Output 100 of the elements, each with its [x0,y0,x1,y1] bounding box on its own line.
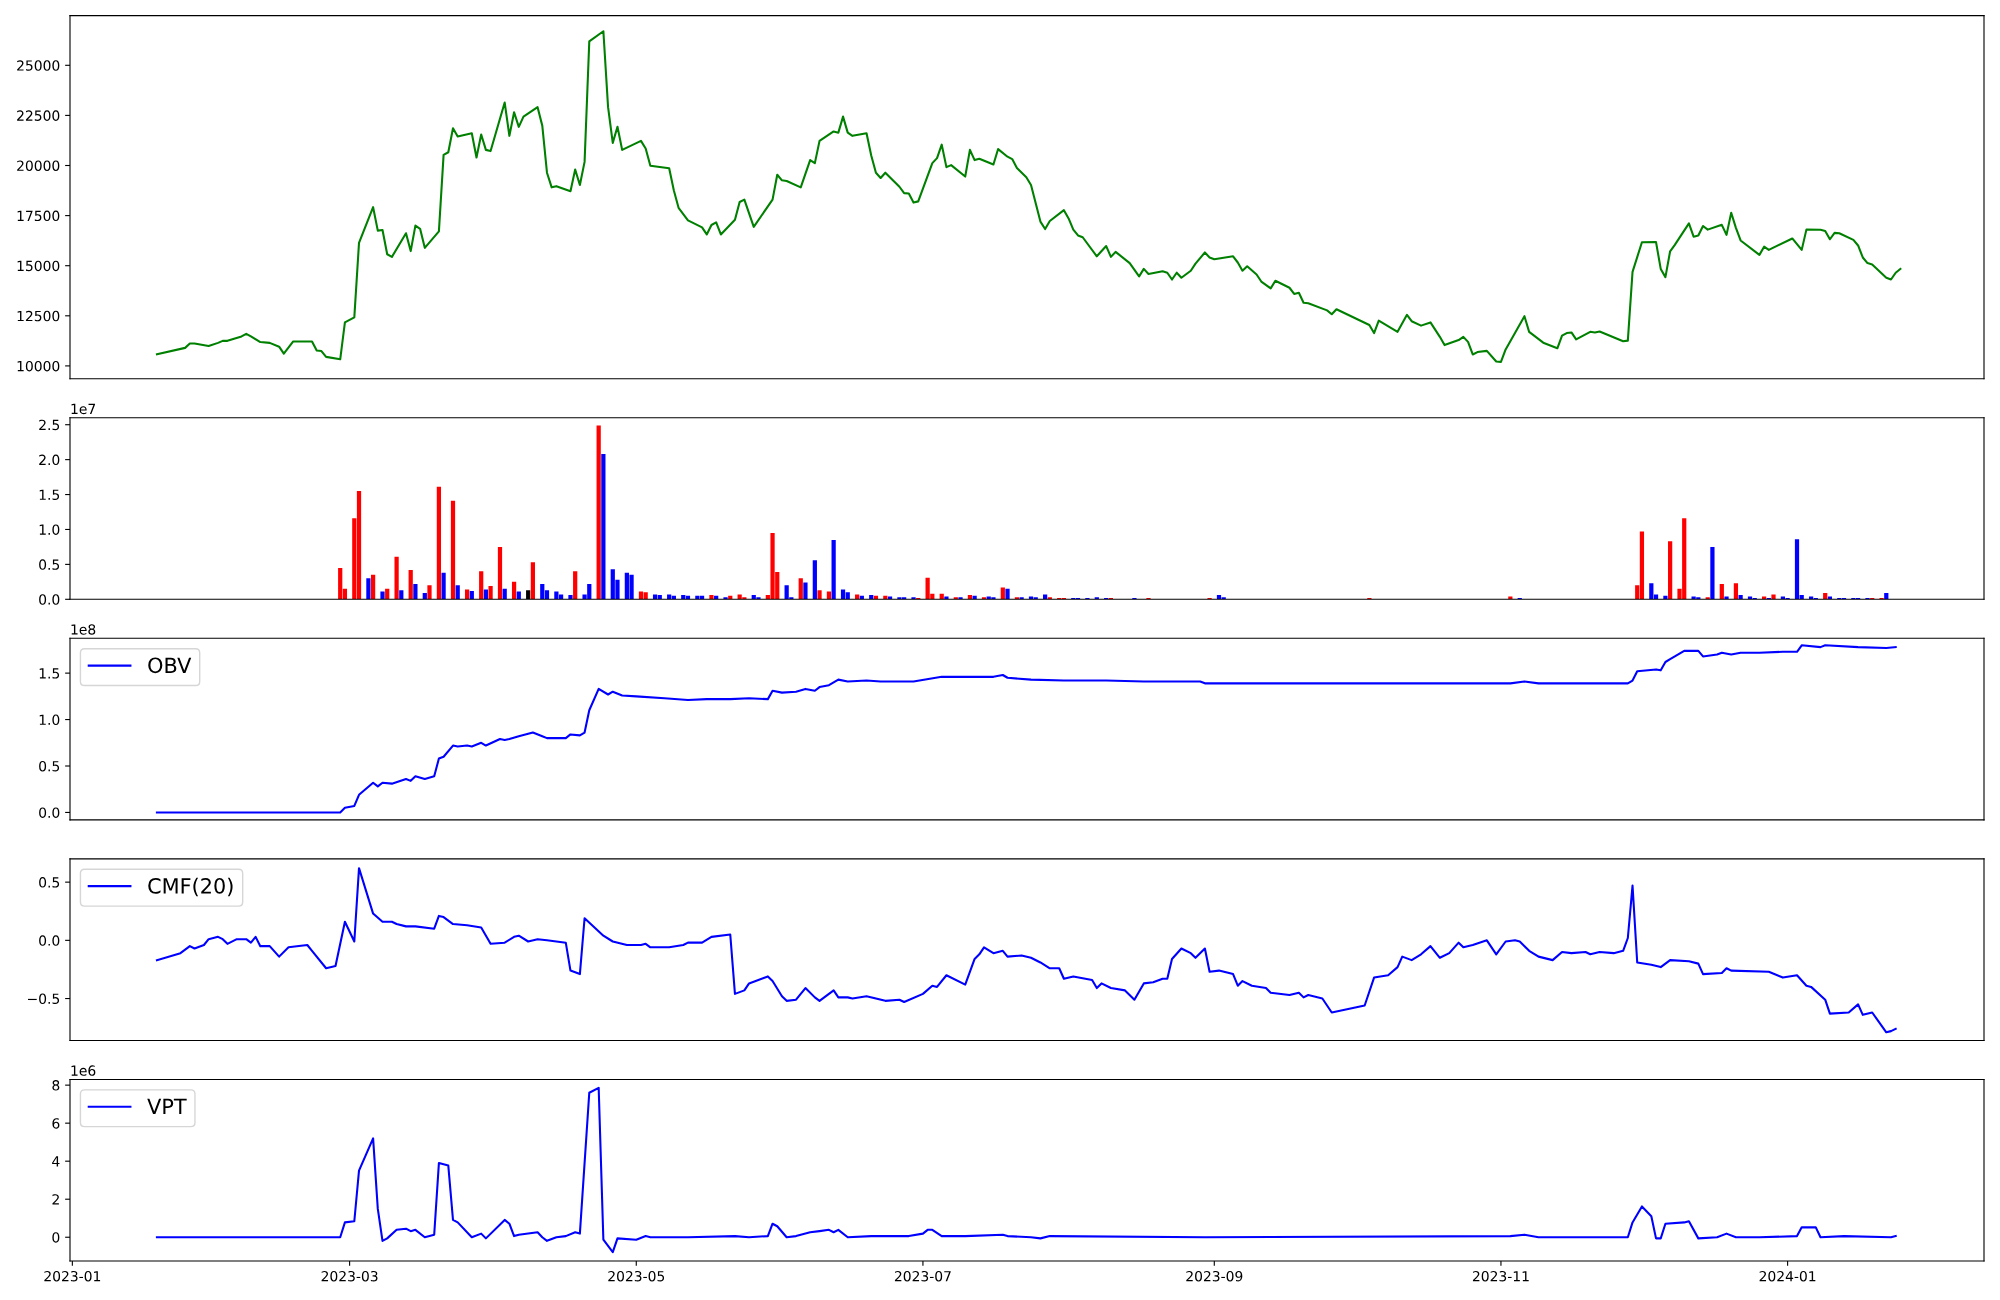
bar [488,586,493,600]
x-tick-label: 2023-11 [1472,1270,1529,1282]
x-tick-label: 2024-01 [1759,1270,1816,1282]
text: 1e6 [71,1065,96,1076]
bar [817,590,822,600]
y-tick-label: 0.5 [39,559,60,570]
bar [1719,583,1724,600]
bar [427,585,432,600]
bar [1649,583,1654,600]
bar [530,562,535,600]
bar [1794,539,1800,600]
bar [897,597,902,600]
bar [812,560,817,600]
bar [667,594,672,600]
bar [1733,583,1739,600]
bar [1710,546,1715,600]
y-tick-label: 2 [52,1194,59,1205]
x-tick-label: 2023-01 [44,1270,101,1282]
bar [629,574,634,600]
bar [958,597,963,600]
text: 1e8 [71,624,96,635]
bar [497,546,503,600]
bar [573,571,578,600]
bar [394,556,399,600]
y-tick-label: −0.5 [28,993,60,1005]
bar [1738,595,1743,600]
bar [436,486,442,600]
bar [709,595,714,600]
y-tick-label: 25000 [17,60,60,71]
y-tick-label: 1.0 [39,714,60,726]
bar [596,425,601,600]
bar [540,583,545,600]
bar [991,597,996,600]
text: 1e7 [71,403,96,415]
y-tick-label: 15000 [17,260,60,272]
y-tick-label: 22500 [17,110,60,121]
bar [469,590,474,600]
bar [568,595,573,600]
bar [855,594,860,600]
bar [479,571,484,600]
bar [441,572,446,600]
y-tick-label: 0.5 [39,760,60,772]
y-tick-label: 2.0 [39,454,60,466]
bar [652,594,658,600]
bar [845,592,850,600]
y-tick-label: 12500 [17,310,60,322]
bar [338,567,343,600]
bar [502,588,507,600]
bar [366,578,371,600]
bar [1668,541,1673,600]
y-tick-label: 0.0 [39,935,60,946]
y-tick-label: 0.0 [39,594,60,605]
bar [380,591,385,600]
bar [1771,594,1776,600]
x-tick-label: 2023-09 [1186,1270,1243,1282]
bar [455,585,460,600]
x-tick-label: 2023-03 [321,1270,378,1282]
bar [737,594,742,600]
bar [1005,588,1010,600]
y-tick-label: 0 [52,1232,60,1243]
bar [784,585,789,600]
y-tick-label: 10000 [17,360,60,372]
bar [1663,595,1668,600]
bar [413,583,418,600]
legend-label: VPT [147,1098,187,1115]
x-tick-label: 2023-05 [608,1270,665,1282]
x-tick-label: 2023-07 [894,1270,951,1282]
bar [1043,594,1048,600]
bar [770,532,775,600]
y-tick-label: 0.0 [39,807,60,818]
bar [511,581,517,600]
y-tick-label: 8 [52,1080,60,1091]
bar [370,574,376,600]
legend-label: CMF(20) [148,877,233,897]
bar [756,597,761,600]
bar [558,594,564,600]
y-tick-label: 20000 [17,160,60,171]
bar [385,588,390,600]
bar [723,597,728,600]
bar [798,578,803,600]
y-tick-label: 1.5 [39,489,60,501]
y-tick-label: 17500 [17,210,60,222]
line-series [155,30,1902,363]
bar [1639,531,1645,600]
bar [831,539,836,600]
legend-label: OBV [148,657,192,674]
y-tick-label: 2.5 [39,419,60,431]
bar [356,491,362,600]
bar [925,577,930,600]
bar [1000,587,1005,600]
bar [643,592,648,600]
bar [911,597,916,600]
y-tick-label: 0.5 [39,877,60,888]
y-tick-label: 4 [52,1156,60,1167]
bar [601,454,606,600]
y-tick-label: 6 [52,1118,60,1129]
bar [803,582,808,600]
bar [450,500,456,600]
bar [408,569,413,600]
y-tick-label: 1.5 [39,668,60,679]
